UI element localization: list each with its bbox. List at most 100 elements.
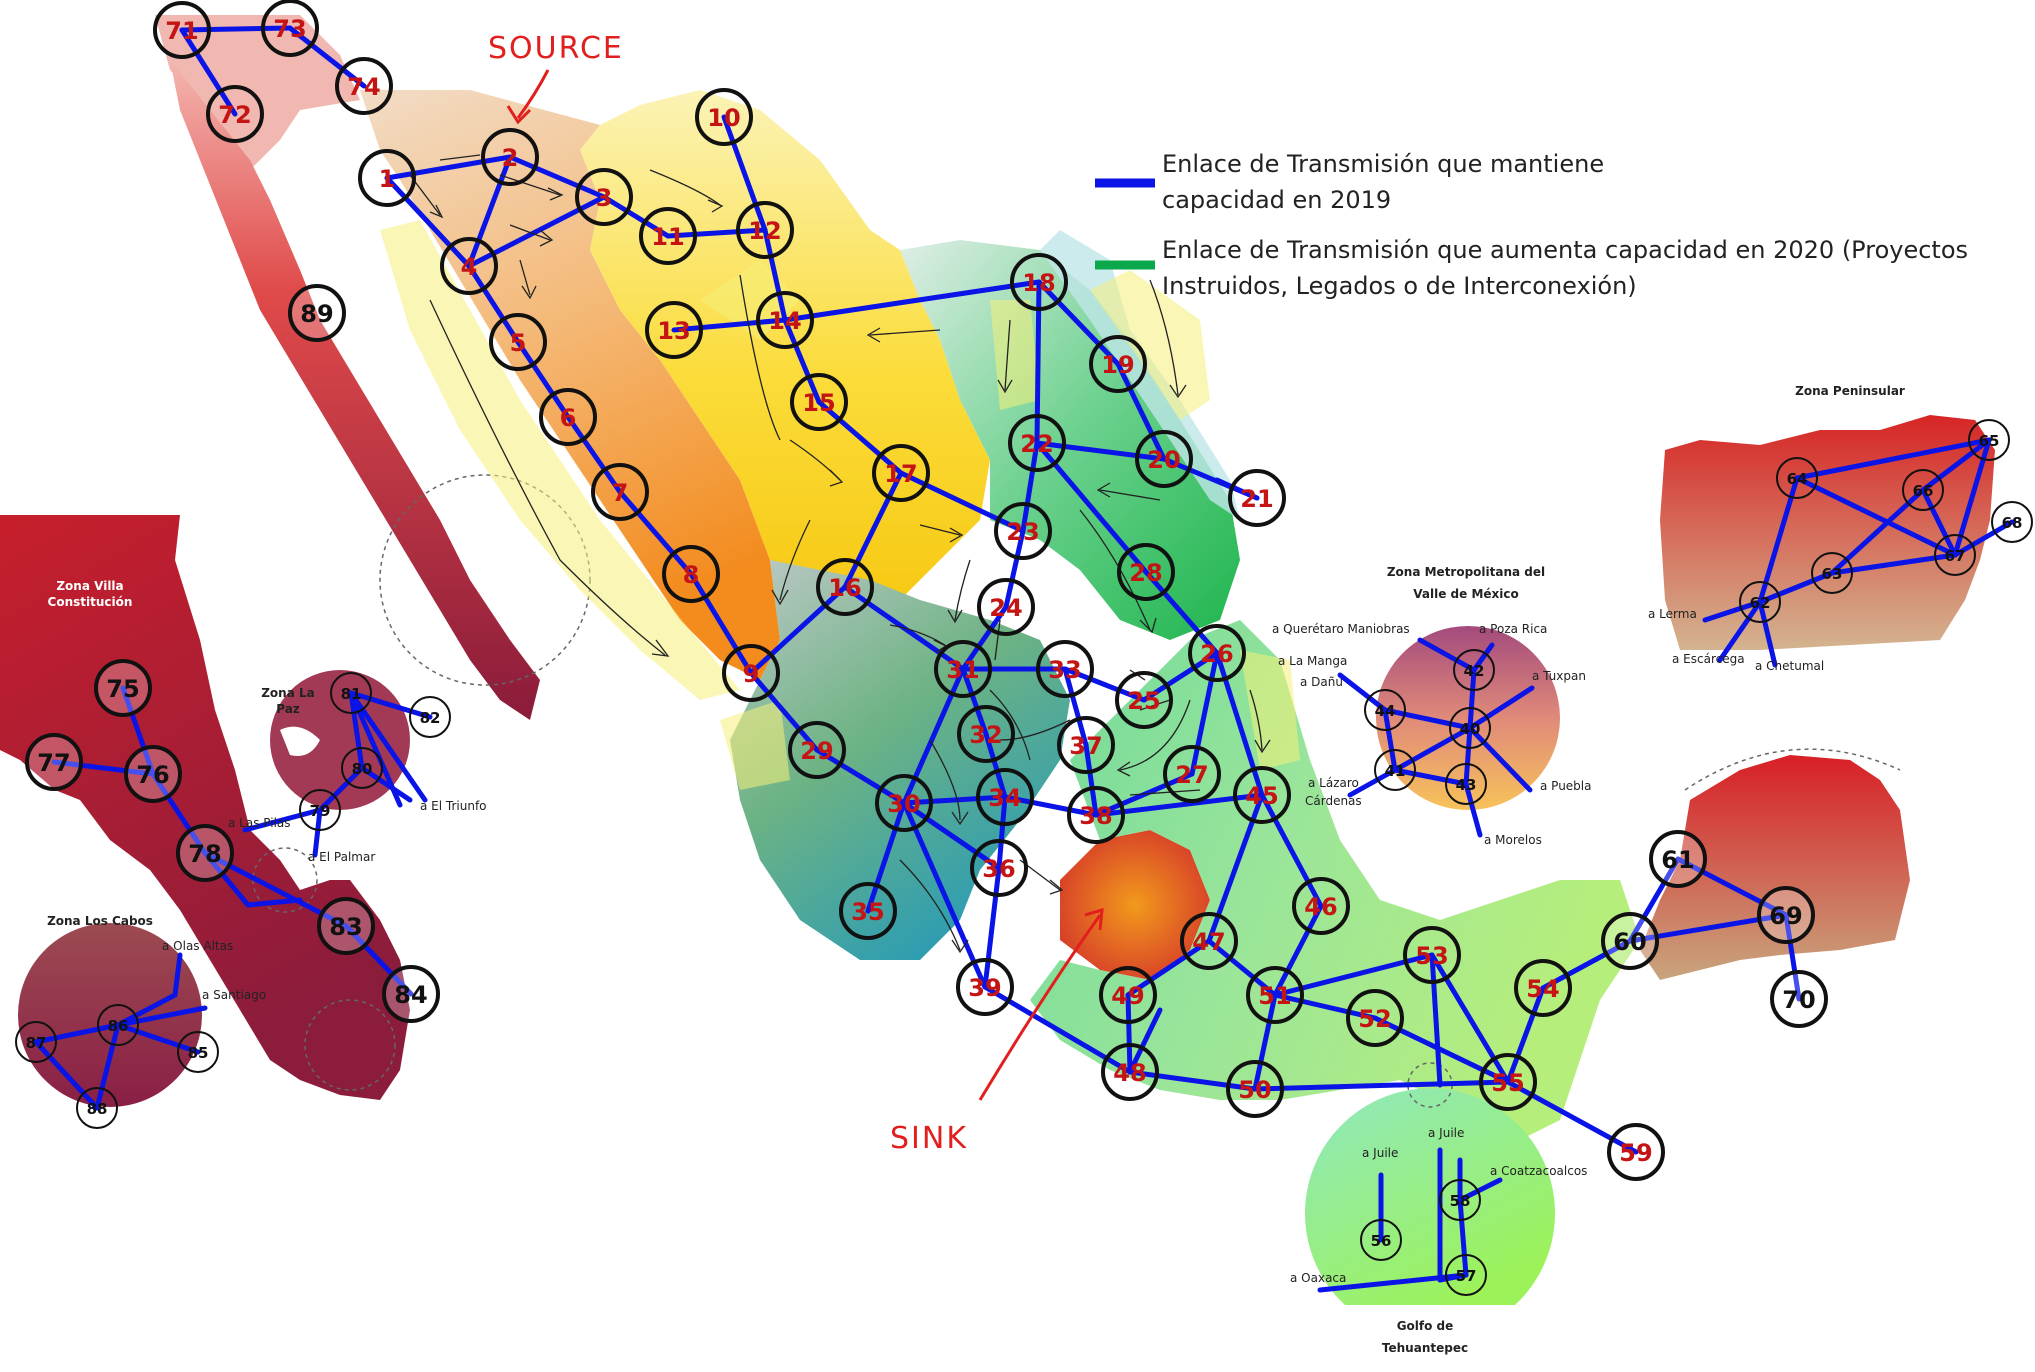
node-8[interactable]: 8: [662, 545, 720, 603]
node-83[interactable]: 83: [317, 897, 375, 955]
node-68[interactable]: 68: [1991, 501, 2033, 543]
node-41[interactable]: 41: [1374, 749, 1416, 791]
node-62[interactable]: 62: [1739, 581, 1781, 623]
node-17[interactable]: 17: [872, 444, 930, 502]
node-58[interactable]: 58: [1439, 1179, 1481, 1221]
node-84[interactable]: 84: [382, 965, 440, 1023]
node-circle: [1607, 1123, 1665, 1181]
node-74[interactable]: 74: [335, 57, 393, 115]
node-46[interactable]: 46: [1292, 877, 1350, 935]
node-66[interactable]: 66: [1902, 469, 1944, 511]
node-51[interactable]: 51: [1246, 966, 1304, 1024]
node-65[interactable]: 65: [1968, 419, 2010, 461]
transmission-link: [1794, 475, 1958, 558]
node-44[interactable]: 44: [1364, 689, 1406, 731]
node-75[interactable]: 75: [94, 659, 152, 717]
node-11[interactable]: 11: [639, 207, 697, 265]
node-21[interactable]: 21: [1228, 469, 1286, 527]
node-89[interactable]: 89: [288, 284, 346, 342]
node-9[interactable]: 9: [722, 644, 780, 702]
conn-olas-altas: a Olas Altas: [162, 939, 233, 953]
node-12[interactable]: 12: [736, 201, 794, 259]
node-34[interactable]: 34: [976, 768, 1034, 826]
node-31[interactable]: 31: [934, 640, 992, 698]
node-45[interactable]: 45: [1233, 766, 1291, 824]
node-49[interactable]: 49: [1099, 966, 1157, 1024]
node-19[interactable]: 19: [1089, 335, 1147, 393]
node-28[interactable]: 28: [1117, 543, 1175, 601]
node-54[interactable]: 54: [1514, 959, 1572, 1017]
node-circle: [788, 721, 846, 779]
node-78[interactable]: 78: [176, 824, 234, 882]
node-80[interactable]: 80: [341, 747, 383, 789]
transmission-link: [982, 865, 1002, 990]
node-27[interactable]: 27: [1163, 745, 1221, 803]
node-81[interactable]: 81: [330, 672, 372, 714]
node-30[interactable]: 30: [875, 774, 933, 832]
node-40[interactable]: 40: [1449, 707, 1491, 749]
node-16[interactable]: 16: [816, 558, 874, 616]
node-70[interactable]: 70: [1770, 970, 1828, 1028]
node-24[interactable]: 24: [977, 578, 1035, 636]
node-26[interactable]: 26: [1188, 624, 1246, 682]
node-57[interactable]: 57: [1445, 1254, 1487, 1296]
node-37[interactable]: 37: [1057, 716, 1115, 774]
node-13[interactable]: 13: [645, 301, 703, 359]
node-38[interactable]: 38: [1067, 786, 1125, 844]
node-59[interactable]: 59: [1607, 1123, 1665, 1181]
node-82[interactable]: 82: [409, 696, 451, 738]
node-52[interactable]: 52: [1346, 989, 1404, 1047]
node-63[interactable]: 63: [1811, 552, 1853, 594]
node-50[interactable]: 50: [1226, 1060, 1284, 1118]
node-1[interactable]: 1: [358, 149, 416, 207]
node-20[interactable]: 20: [1135, 430, 1193, 488]
node-73[interactable]: 73: [261, 0, 319, 57]
transmission-link: [1467, 725, 1533, 793]
node-3[interactable]: 3: [575, 168, 633, 226]
node-85[interactable]: 85: [177, 1031, 219, 1073]
node-71[interactable]: 71: [153, 1, 211, 59]
node-48[interactable]: 48: [1101, 1043, 1159, 1101]
node-64[interactable]: 64: [1776, 457, 1818, 499]
node-42[interactable]: 42: [1453, 649, 1495, 691]
node-47[interactable]: 47: [1180, 912, 1238, 970]
node-10[interactable]: 10: [695, 88, 753, 146]
node-87[interactable]: 87: [15, 1021, 57, 1063]
node-88[interactable]: 88: [76, 1087, 118, 1129]
node-69[interactable]: 69: [1757, 886, 1815, 944]
node-33[interactable]: 33: [1036, 640, 1094, 698]
node-53[interactable]: 53: [1403, 926, 1461, 984]
node-32[interactable]: 32: [957, 705, 1015, 763]
transmission-link: [1272, 903, 1324, 998]
node-7[interactable]: 7: [591, 463, 649, 521]
node-label: 26: [1200, 640, 1233, 668]
node-36[interactable]: 36: [970, 839, 1028, 897]
node-4[interactable]: 4: [440, 237, 498, 295]
node-86[interactable]: 86: [97, 1004, 139, 1046]
node-29[interactable]: 29: [788, 721, 846, 779]
node-circle: [790, 373, 848, 431]
node-circle: [662, 545, 720, 603]
node-22[interactable]: 22: [1008, 414, 1066, 472]
node-79[interactable]: 79: [299, 789, 341, 831]
node-61[interactable]: 61: [1649, 830, 1707, 888]
node-60[interactable]: 60: [1601, 912, 1659, 970]
node-55[interactable]: 55: [1479, 1053, 1537, 1111]
node-25[interactable]: 25: [1115, 671, 1173, 729]
node-6[interactable]: 6: [539, 388, 597, 446]
node-35[interactable]: 35: [839, 882, 897, 940]
node-14[interactable]: 14: [756, 291, 814, 349]
node-77[interactable]: 77: [25, 733, 83, 791]
node-15[interactable]: 15: [790, 373, 848, 431]
node-2[interactable]: 2: [481, 128, 539, 186]
transmission-link: [179, 25, 293, 33]
node-76[interactable]: 76: [124, 745, 182, 803]
node-56[interactable]: 56: [1360, 1219, 1402, 1261]
node-18[interactable]: 18: [1010, 253, 1068, 311]
node-23[interactable]: 23: [994, 502, 1052, 560]
node-5[interactable]: 5: [489, 313, 547, 371]
node-39[interactable]: 39: [956, 958, 1014, 1016]
node-67[interactable]: 67: [1934, 534, 1976, 576]
node-43[interactable]: 43: [1445, 763, 1487, 805]
node-72[interactable]: 72: [206, 85, 264, 143]
